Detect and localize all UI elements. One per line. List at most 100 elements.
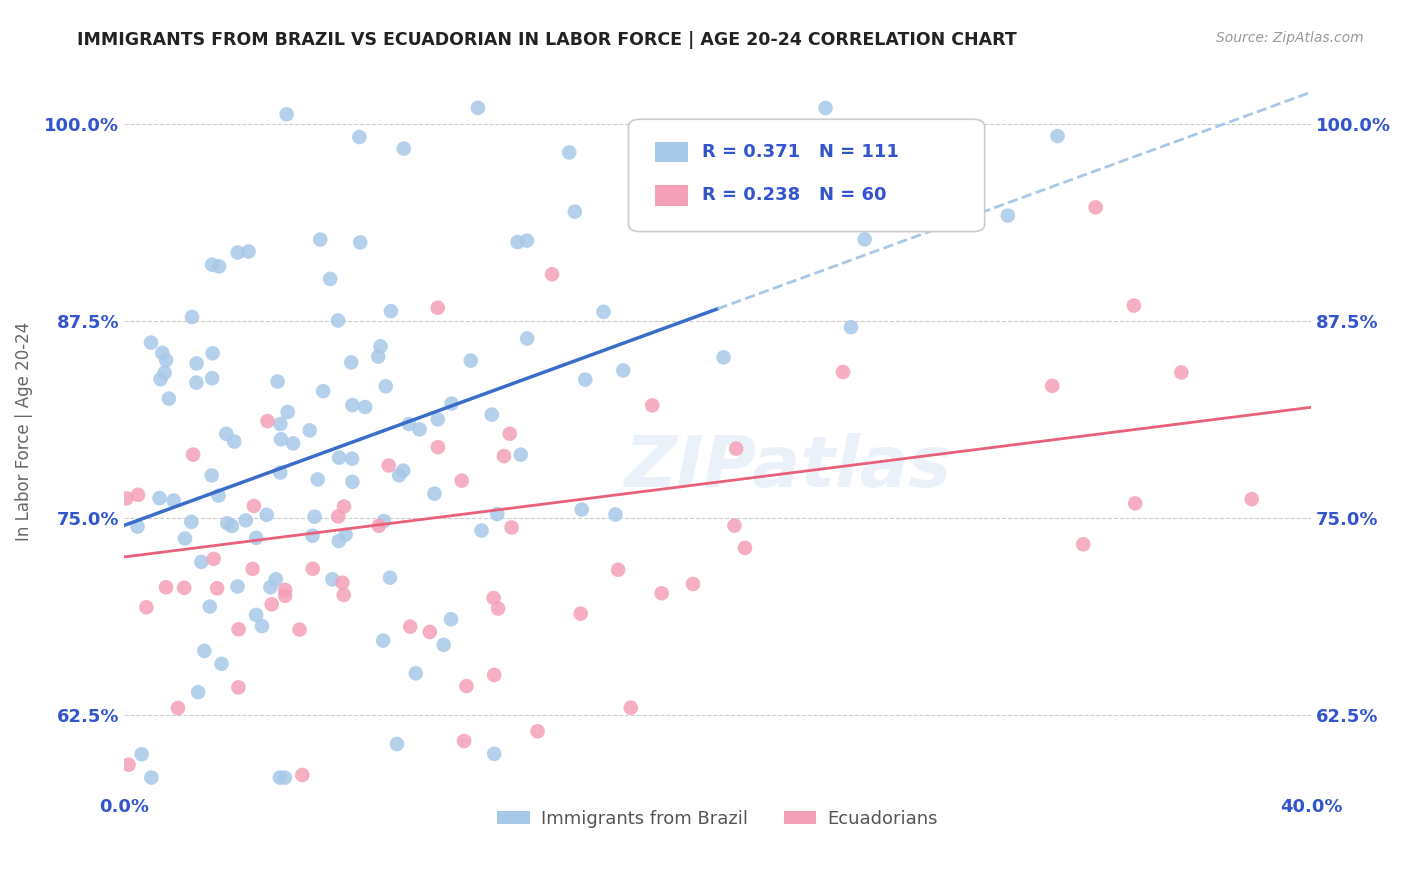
Point (117, 757, 139, 772)
Point (269, 417, 291, 431)
Point (426, 440, 449, 454)
Point (245, 531, 267, 545)
Point (1040, 379, 1063, 393)
Point (612, 363, 634, 377)
Point (153, 366, 176, 380)
Point (374, 379, 396, 393)
Point (482, 747, 505, 761)
Point (398, 417, 420, 431)
Point (1084, 200, 1107, 214)
Point (526, 724, 548, 739)
Point (354, 400, 377, 414)
Point (486, 601, 509, 615)
Point (340, 355, 363, 369)
Point (516, 332, 538, 346)
Point (264, 572, 287, 586)
Point (226, 580, 249, 594)
Point (157, 392, 180, 406)
Point (641, 398, 664, 412)
Legend: Immigrants from Brazil, Ecuadorians: Immigrants from Brazil, Ecuadorians (491, 803, 945, 835)
Point (181, 310, 204, 324)
Point (342, 475, 364, 489)
FancyBboxPatch shape (655, 186, 688, 205)
Point (332, 575, 354, 590)
Point (149, 372, 172, 386)
Point (574, 372, 596, 386)
Point (1071, 537, 1094, 551)
Point (201, 468, 224, 483)
Point (333, 500, 356, 514)
Point (173, 581, 195, 595)
Point (734, 541, 756, 555)
Point (470, 524, 492, 538)
Point (150, 346, 173, 360)
Point (202, 552, 225, 566)
Point (304, 509, 326, 524)
Point (186, 376, 208, 390)
Point (620, 700, 643, 714)
Point (460, 353, 482, 368)
Point (207, 489, 229, 503)
Point (419, 624, 441, 639)
Point (367, 350, 389, 364)
Point (1170, 366, 1192, 380)
Point (1123, 496, 1146, 510)
Point (276, 107, 298, 121)
Point (205, 582, 228, 596)
Text: R = 0.371   N = 111: R = 0.371 N = 111 (702, 143, 898, 161)
Point (208, 260, 231, 274)
Point (423, 486, 446, 500)
Point (385, 737, 408, 751)
Point (569, 607, 592, 621)
Point (501, 520, 523, 534)
Text: Source: ZipAtlas.com: Source: ZipAtlas.com (1216, 31, 1364, 45)
Point (541, 267, 564, 281)
Point (605, 508, 627, 522)
Point (238, 244, 260, 259)
Point (245, 607, 267, 622)
Point (433, 638, 456, 652)
Point (187, 685, 209, 699)
Point (453, 734, 475, 748)
Point (277, 405, 299, 419)
Point (725, 442, 748, 456)
Point (607, 563, 630, 577)
Point (211, 657, 233, 671)
Point (492, 449, 515, 463)
Point (682, 577, 704, 591)
Point (651, 586, 673, 600)
Point (335, 527, 357, 541)
Point (201, 346, 224, 360)
Point (301, 529, 323, 543)
Point (426, 412, 449, 426)
Point (832, 365, 855, 379)
Point (392, 464, 415, 478)
Point (307, 472, 329, 486)
Point (186, 356, 208, 370)
Point (167, 701, 190, 715)
Point (342, 398, 364, 412)
Point (845, 211, 868, 225)
Point (332, 588, 354, 602)
Point (115, 491, 138, 506)
Text: R = 0.238   N = 60: R = 0.238 N = 60 (702, 186, 887, 204)
Point (163, 493, 186, 508)
Point (250, 619, 273, 633)
Point (127, 488, 149, 502)
Point (312, 384, 335, 399)
Point (378, 571, 401, 585)
Point (174, 532, 197, 546)
Point (298, 423, 321, 437)
Point (388, 468, 411, 483)
Point (349, 235, 371, 250)
Point (266, 375, 288, 389)
Point (201, 371, 224, 385)
Point (499, 426, 522, 441)
Point (370, 339, 392, 353)
Point (226, 245, 249, 260)
Point (221, 519, 243, 533)
FancyBboxPatch shape (628, 120, 984, 232)
Point (399, 619, 422, 633)
Point (571, 502, 593, 516)
Point (558, 145, 581, 160)
